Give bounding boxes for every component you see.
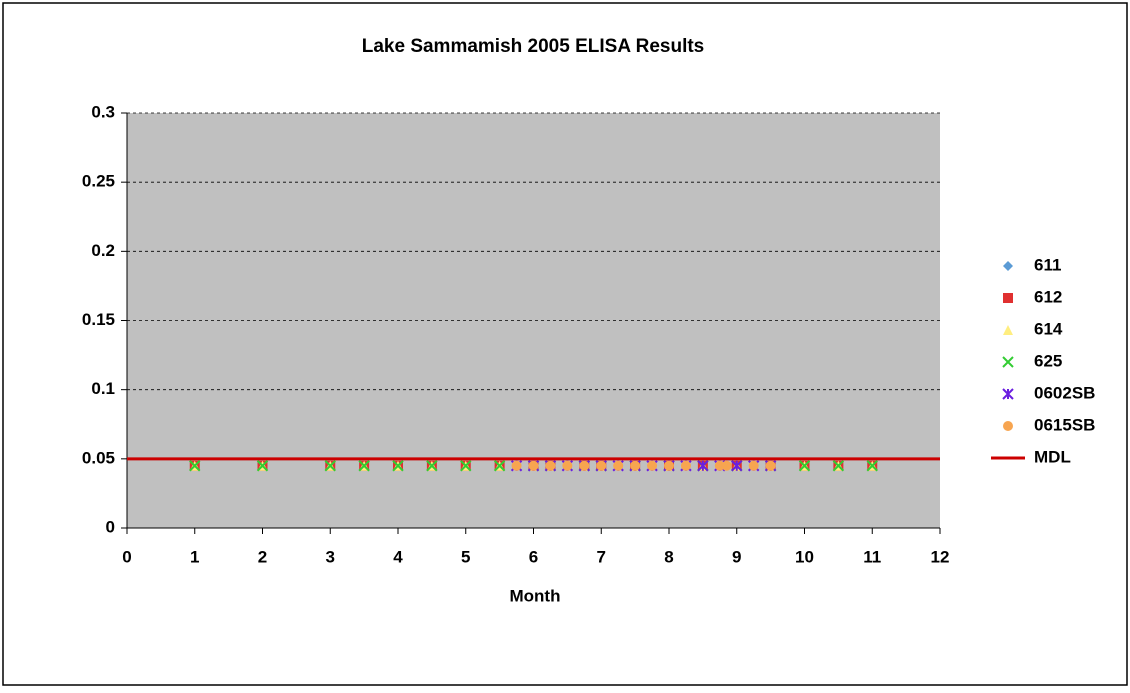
marker [511,460,522,471]
marker [426,460,438,472]
x-tick-label: 7 [597,547,606,566]
marker [256,460,269,472]
marker [528,460,539,471]
marker [545,460,556,471]
x-tick-label: 10 [795,547,814,566]
x-tick-label: 12 [931,547,950,566]
marker [562,460,573,471]
chart-title: Lake Sammamish 2005 ELISA Results [362,36,705,57]
y-tick-label: 0.05 [82,448,115,467]
x-tick-label: 6 [529,547,538,566]
x-tick-label: 2 [258,547,267,566]
legend-marker [1002,388,1014,400]
x-tick-label: 11 [863,547,881,566]
marker [647,460,658,471]
marker [493,460,506,472]
x-tick-label: 0 [122,547,131,566]
marker [721,460,732,471]
x-tick-label: 9 [732,547,741,566]
marker [392,460,404,472]
marker [579,460,590,471]
legend-label: 614 [1034,319,1063,338]
legend-label: MDL [1034,447,1071,466]
marker [832,460,845,472]
x-axis-label: Month [510,586,561,605]
legend-label: 611 [1034,255,1061,274]
marker [765,460,776,471]
legend-marker [1003,325,1013,335]
marker [798,460,811,472]
marker [596,460,607,471]
marker [613,460,624,471]
x-tick-label: 4 [393,547,403,566]
y-tick-label: 0.25 [82,172,115,191]
marker [866,460,878,472]
marker [680,460,691,471]
marker [630,460,641,471]
marker [358,460,370,472]
marker [748,460,759,471]
y-tick-label: 0.1 [91,379,115,398]
y-tick-label: 0.3 [91,102,115,121]
marker [189,460,201,472]
marker [460,460,472,472]
legend-label: 612 [1034,287,1062,306]
marker [697,460,709,472]
legend-marker [1003,261,1013,271]
x-tick-label: 3 [326,547,335,566]
marker [324,460,336,472]
legend-marker [1002,356,1014,368]
legend-label: 0602SB [1034,383,1095,402]
marker [664,460,674,471]
legend-label: 625 [1034,351,1062,370]
legend-marker [1003,293,1013,303]
x-tick-label: 8 [664,547,673,566]
y-tick-label: 0.15 [82,310,115,329]
x-tick-label: 1 [190,547,199,566]
y-tick-label: 0.2 [91,241,115,260]
y-tick-label: 0 [106,517,115,536]
legend-label: 0615SB [1034,415,1095,434]
legend-marker [1003,421,1013,431]
marker [731,460,743,472]
x-tick-label: 5 [461,547,470,566]
